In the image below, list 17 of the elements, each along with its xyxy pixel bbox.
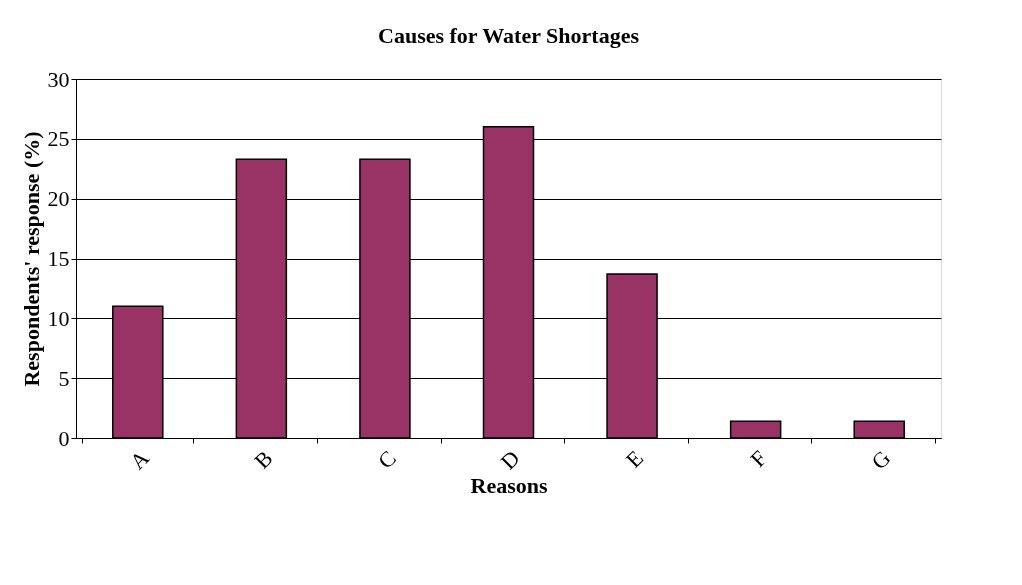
y-tick-label: 10 (47, 305, 70, 331)
y-tick-label: 5 (58, 365, 70, 391)
x-tick-label: F (745, 445, 772, 472)
y-tick-label: 30 (47, 66, 70, 92)
y-tick-label: 15 (47, 246, 70, 271)
x-tick-label: A (124, 445, 154, 475)
x-tick-label: E (620, 445, 649, 473)
y-tick-label: 20 (47, 186, 70, 212)
y-tick-label: 0 (58, 425, 70, 451)
chart-title: Causes for Water Shortages (378, 23, 640, 48)
x-axis-title: Reasons (470, 472, 548, 498)
y-axis-title: Respondents' response (%) (18, 131, 44, 387)
x-tick-label: B (249, 445, 278, 474)
x-tick-label: G (866, 445, 896, 475)
y-tick-label: 25 (47, 126, 70, 152)
x-tick-label: D (495, 445, 525, 475)
x-tick-label: C (372, 445, 401, 474)
